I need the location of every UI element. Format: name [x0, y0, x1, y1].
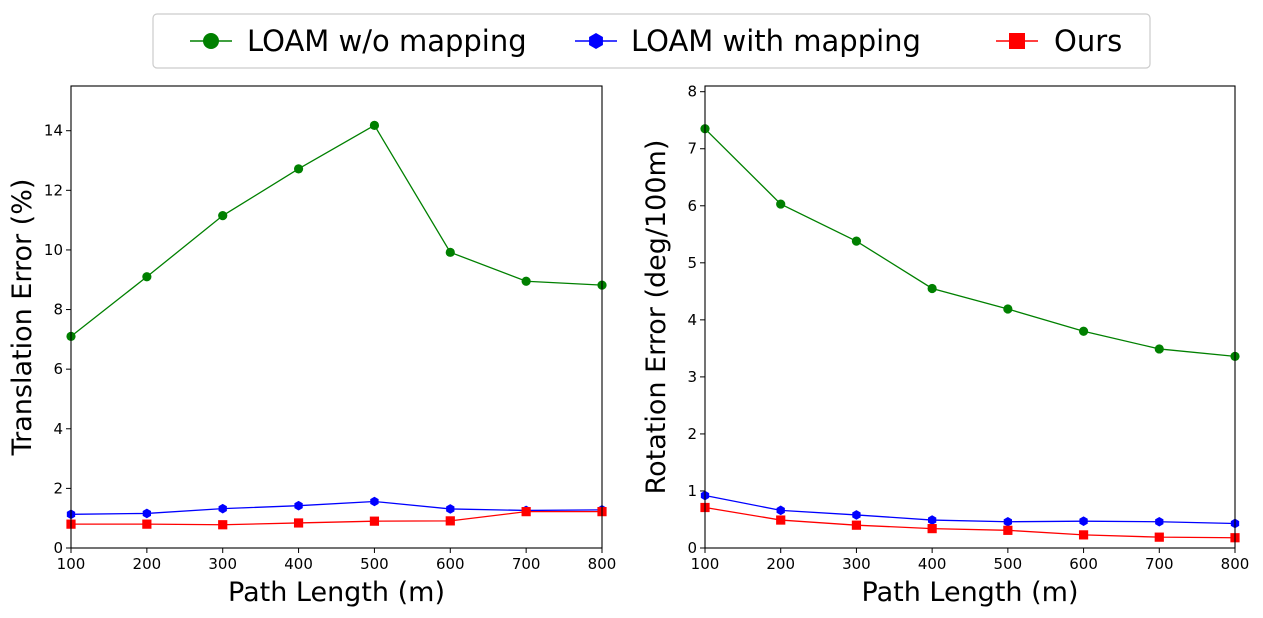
y-tick-label: 14 — [44, 122, 63, 140]
x-tick-label: 600 — [436, 555, 465, 573]
y-tick-label: 3 — [687, 368, 697, 386]
y-tick-label: 12 — [44, 181, 63, 199]
legend-marker-circle — [203, 33, 219, 49]
data-point-ours-700 — [1154, 532, 1164, 542]
series-loam-with-mapping — [700, 490, 1240, 529]
x-tick-label: 100 — [691, 555, 720, 573]
data-point-ours-200 — [776, 515, 786, 525]
data-point-loam-w-o-mapping-600 — [1078, 326, 1089, 336]
data-point-ours-600 — [1078, 530, 1089, 540]
data-point-ours-600 — [445, 516, 455, 526]
x-tick-label: 100 — [57, 555, 86, 573]
data-point-loam-w-o-mapping-500 — [369, 120, 380, 130]
data-point-loam-w-o-mapping-400 — [927, 283, 937, 294]
x-tick-label: 300 — [842, 555, 871, 573]
y-tick-label: 8 — [53, 301, 63, 319]
x-tick-label: 200 — [766, 555, 795, 573]
data-point-loam-with-mapping-200 — [142, 508, 152, 519]
x-tick-label: 500 — [994, 555, 1023, 573]
x-tick-label: 400 — [284, 555, 313, 573]
x-axis-label: Path Length (m) — [228, 577, 445, 608]
plot-frame — [70, 85, 603, 549]
data-point-loam-w-o-mapping-700 — [1154, 344, 1164, 354]
series-line-ours — [704, 506, 1236, 539]
legend-label: LOAM with mapping — [631, 24, 921, 58]
data-point-ours-300 — [851, 520, 862, 530]
data-point-loam-with-mapping-600 — [446, 504, 455, 514]
x-tick-label: 400 — [918, 555, 947, 573]
y-axis-label: Rotation Error (deg/100m) — [641, 140, 672, 495]
data-point-ours-400 — [293, 518, 304, 528]
plot-frame — [704, 85, 1236, 549]
data-point-loam-w-o-mapping-300 — [851, 236, 862, 246]
y-tick-label: 2 — [53, 479, 63, 497]
translation-error-chart: 100 200 300 400 500 600 700 800 0 2 4 6 8 10 12 14 Path … — [7, 85, 617, 608]
series-loam-w-o-mapping — [700, 124, 1240, 361]
legend-marker-hexagon — [589, 33, 603, 49]
legend-label: Ours — [1054, 24, 1122, 58]
y-axis-label: Translation Error (%) — [7, 179, 38, 457]
x-tick-label: 200 — [133, 555, 162, 573]
x-tick-label: 800 — [1221, 555, 1250, 573]
data-point-loam-w-o-mapping-300 — [218, 211, 228, 221]
data-point-loam-w-o-mapping-700 — [521, 276, 531, 286]
series-loam-w-o-mapping — [66, 120, 607, 341]
x-tick-label: 300 — [208, 555, 237, 573]
y-tick-label: 5 — [687, 254, 697, 272]
y-tick-label: 2 — [687, 425, 697, 443]
data-point-ours-400 — [927, 524, 937, 534]
y-tick-label: 8 — [687, 83, 697, 101]
data-point-loam-with-mapping-400 — [294, 500, 303, 511]
data-point-ours-500 — [369, 516, 380, 526]
y-tick-label: 4 — [53, 420, 63, 438]
series-line-loam-w-o-mapping — [704, 128, 1236, 358]
series-line-loam-w-o-mapping — [70, 124, 603, 337]
data-point-loam-w-o-mapping-200 — [776, 199, 786, 209]
data-point-loam-w-o-mapping-400 — [293, 164, 304, 174]
data-point-loam-w-o-mapping-600 — [445, 247, 455, 257]
data-point-loam-with-mapping-200 — [776, 505, 785, 516]
y-tick-label: 7 — [687, 140, 697, 158]
y-tick-label: 6 — [687, 197, 697, 215]
data-point-loam-with-mapping-300 — [852, 510, 861, 520]
data-point-loam-w-o-mapping-500 — [1003, 304, 1013, 314]
series-line-ours — [71, 510, 602, 526]
data-point-ours-700 — [521, 507, 531, 517]
data-point-ours-200 — [142, 519, 152, 529]
data-point-loam-with-mapping-700 — [1155, 516, 1164, 527]
y-tick-label: 10 — [44, 241, 63, 259]
data-point-loam-with-mapping-600 — [1079, 516, 1088, 526]
legend: LOAM w/o mapping LOAM with mapping Ours — [152, 13, 1151, 69]
data-point-loam-with-mapping-400 — [927, 515, 937, 525]
series-line-loam-with-mapping — [70, 500, 603, 515]
legend-box — [152, 13, 1151, 69]
x-tick-label: 500 — [360, 555, 389, 573]
y-tick-label: 1 — [687, 482, 697, 500]
y-tick-label: 0 — [53, 539, 63, 557]
x-tick-label: 600 — [1069, 555, 1098, 573]
data-point-loam-with-mapping-300 — [218, 503, 227, 514]
series-line-loam-with-mapping — [704, 494, 1236, 525]
x-tick-label: 800 — [588, 555, 617, 573]
data-point-loam-w-o-mapping-200 — [142, 272, 152, 282]
y-tick-label: 6 — [53, 360, 63, 378]
data-point-loam-with-mapping-500 — [370, 496, 379, 507]
rotation-error-chart: 100 200 300 400 500 600 700 800 0 1 2 3 4 5 6 7 8 Path Le… — [641, 83, 1249, 608]
data-point-loam-with-mapping-500 — [1003, 516, 1013, 527]
legend-item-loam-w-o-mapping: LOAM w/o mapping — [190, 24, 527, 58]
legend-marker-square — [1009, 33, 1025, 49]
legend-label: LOAM w/o mapping — [247, 24, 527, 58]
y-tick-label: 0 — [687, 539, 697, 557]
x-tick-label: 700 — [1145, 555, 1174, 573]
legend-item-loam-with-mapping: LOAM with mapping — [575, 24, 921, 58]
x-tick-label: 700 — [512, 555, 541, 573]
data-point-ours-500 — [1003, 525, 1013, 535]
y-tick-label: 4 — [687, 311, 697, 329]
x-axis-label: Path Length (m) — [862, 577, 1079, 608]
legend-item-ours: Ours — [996, 24, 1122, 58]
data-point-ours-300 — [218, 520, 228, 530]
